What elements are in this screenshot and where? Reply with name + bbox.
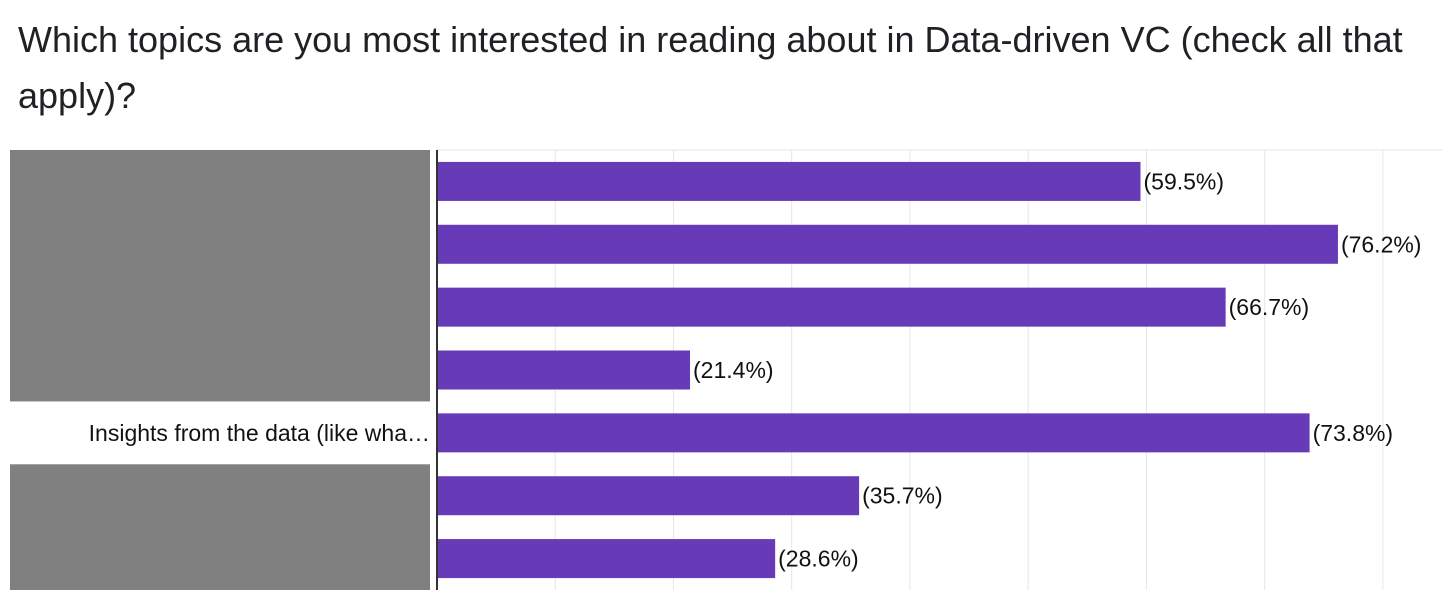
bar[interactable] [437, 539, 776, 579]
redacted-label-block [10, 150, 430, 402]
data-labels: (59.5%) (76.2%) (66.7%) (21.4%) (73.8%) (35.7… [693, 168, 1421, 571]
bar[interactable] [437, 161, 1141, 201]
bar[interactable] [437, 287, 1226, 327]
data-label: (28.6%) [778, 546, 859, 572]
bar[interactable] [437, 350, 691, 390]
data-label: (66.7%) [1229, 294, 1310, 320]
data-label: (73.8%) [1313, 420, 1394, 446]
category-label: Insights from the data (like wha… [89, 420, 430, 446]
redacted-label-block [10, 464, 430, 590]
bar[interactable] [437, 476, 860, 516]
data-label: (76.2%) [1341, 231, 1422, 257]
bars [437, 161, 1338, 579]
data-label: (59.5%) [1144, 168, 1225, 194]
question-title: Which topics are you most interested in … [18, 19, 1403, 116]
data-label: (35.7%) [862, 483, 943, 509]
category-labels: Insights from the data (like wha… [89, 420, 430, 446]
bar[interactable] [437, 413, 1310, 453]
redaction-masks [10, 150, 430, 590]
data-label: (21.4%) [693, 357, 774, 383]
gridlines [437, 149, 1442, 590]
bar[interactable] [437, 224, 1338, 264]
